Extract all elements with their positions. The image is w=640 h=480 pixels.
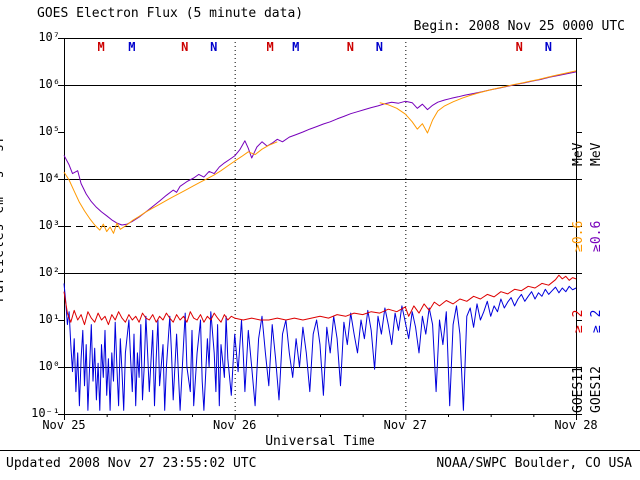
x-tick-label: Nov 26 — [212, 418, 257, 432]
y-axis-label: Particles cm⁻²s⁻¹sr⁻¹ — [0, 116, 7, 302]
series-goes11-0-6-mev — [63, 141, 278, 234]
legend-goes12-ge06-label: ≥0.6 — [589, 220, 604, 252]
y-tick-label: 10⁶ — [38, 77, 60, 91]
series-goes11-2-mev — [63, 274, 577, 326]
local-noon-marker: N — [544, 40, 552, 54]
chart-title: GOES Electron Flux (5 minute data) — [37, 6, 304, 21]
updated-timestamp: Updated 2008 Nov 27 23:55:02 UTC — [6, 456, 257, 471]
local-noon-marker: N — [515, 40, 523, 54]
legend-goes11-mev-label: MeV — [571, 142, 586, 166]
local-noon-marker: N — [346, 40, 354, 54]
series-goes12-0-6-mev — [63, 71, 577, 226]
y-tick-label: 10⁷ — [38, 30, 60, 44]
x-tick-label: Nov 25 — [42, 418, 86, 432]
local-midnight-marker: M — [292, 40, 300, 54]
y-tick-label: 10⁰ — [38, 359, 60, 373]
y-tick-label: 10³ — [38, 218, 60, 232]
local-midnight-marker: M — [266, 40, 274, 54]
local-midnight-marker: M — [128, 40, 136, 54]
legend-goes11-ge2-label: ≥ 2 — [571, 309, 586, 333]
source-attribution: NOAA/SWPC Boulder, CO USA — [436, 456, 632, 471]
legend-goes12-ge2-label: ≥ 2 — [589, 309, 604, 333]
local-noon-marker: N — [210, 40, 218, 54]
local-noon-marker: N — [181, 40, 189, 54]
y-tick-label: 10⁻¹ — [31, 406, 60, 420]
y-tick-label: 10⁴ — [38, 171, 60, 185]
y-tick-label: 10⁵ — [38, 124, 60, 138]
x-axis-label: Universal Time — [265, 434, 375, 449]
legend-goes11-label: GOES11 — [571, 366, 586, 413]
local-midnight-marker: M — [97, 40, 105, 54]
y-tick-label: 10² — [38, 265, 60, 279]
y-tick-label: 10¹ — [38, 312, 60, 326]
legend-goes12-mev-label: MeV — [589, 142, 604, 166]
begin-timestamp-label: Begin: 2008 Nov 25 0000 UTC — [413, 19, 625, 34]
legend-goes11-ge06-label: ≥0.6 — [571, 220, 586, 252]
x-tick-label: Nov 28 — [554, 418, 598, 432]
x-tick-label: Nov 27 — [383, 418, 427, 432]
local-noon-marker: N — [375, 40, 383, 54]
series-goes12-2-mev — [63, 283, 577, 411]
legend-goes12-label: GOES12 — [589, 366, 604, 413]
series-goes11-0-6-mev — [379, 70, 577, 134]
